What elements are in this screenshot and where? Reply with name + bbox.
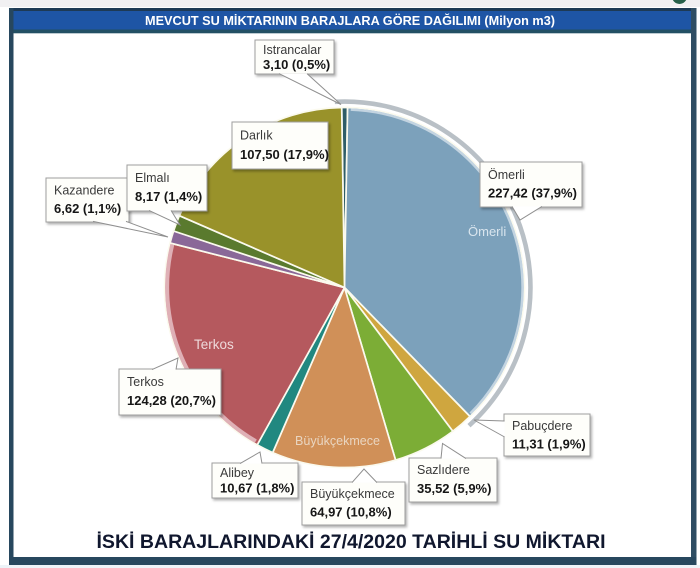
svg-text:Elmalı: Elmalı [135, 171, 170, 185]
svg-text:Ömerli: Ömerli [488, 168, 525, 182]
svg-text:Alibey: Alibey [220, 466, 255, 480]
svg-text:MEVCUT SU MİKTARININ BARAJLARA: MEVCUT SU MİKTARININ BARAJLARA GÖRE DAĞI… [145, 13, 555, 28]
svg-text:Kazandere: Kazandere [54, 184, 115, 198]
svg-text:İSKİ BARAJLARINDAKİ 27/4/2020: İSKİ BARAJLARINDAKİ 27/4/2020 TARİHLİ SU… [97, 530, 606, 553]
svg-text:Büyükçekmece: Büyükçekmece [310, 487, 395, 501]
svg-text:Terkos: Terkos [194, 337, 234, 352]
svg-text:107,50 (17,9%): 107,50 (17,9%) [240, 147, 329, 162]
svg-text:11,31 (1,9%): 11,31 (1,9%) [512, 437, 586, 452]
svg-text:227,42 (37,9%): 227,42 (37,9%) [488, 186, 577, 201]
svg-text:Darlık: Darlık [240, 129, 273, 143]
svg-text:Pabuçdere: Pabuçdere [512, 419, 573, 433]
svg-text:8,17 (1,4%): 8,17 (1,4%) [135, 189, 202, 204]
svg-text:Büyükçekmece: Büyükçekmece [295, 433, 380, 448]
svg-text:3,10 (0,5%): 3,10 (0,5%) [263, 57, 330, 72]
svg-text:6,62 (1,1%): 6,62 (1,1%) [54, 201, 121, 216]
svg-text:Sazlıdere: Sazlıdere [417, 463, 470, 477]
svg-text:Ömerli: Ömerli [468, 224, 506, 239]
svg-text:Istrancalar: Istrancalar [263, 43, 321, 57]
svg-text:64,97 (10,8%): 64,97 (10,8%) [310, 505, 392, 520]
svg-text:10,67 (1,8%): 10,67 (1,8%) [220, 481, 294, 496]
svg-text:124,28 (20,7%): 124,28 (20,7%) [127, 393, 216, 408]
svg-text:35,52 (5,9%): 35,52 (5,9%) [417, 481, 491, 496]
svg-text:Terkos: Terkos [127, 375, 164, 389]
